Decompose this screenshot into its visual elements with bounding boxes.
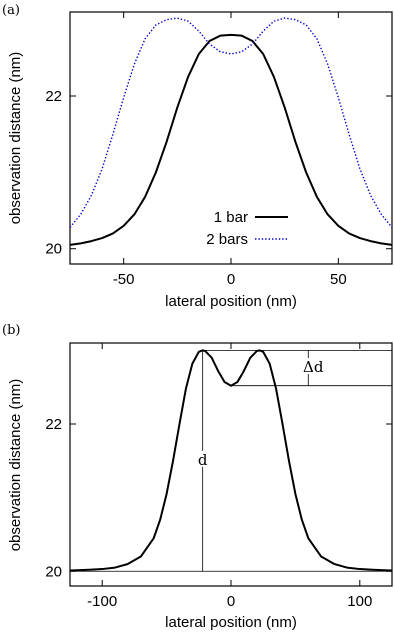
panel-b-frame bbox=[69, 342, 393, 587]
span-label-bg bbox=[301, 358, 326, 375]
panel-a-xlabel: lateral position (nm) bbox=[165, 293, 297, 310]
panel-b-label: (b) bbox=[2, 323, 20, 338]
xtick-label: 50 bbox=[330, 271, 347, 288]
panel-b-annotations: d Δd bbox=[70, 349, 392, 572]
panel-a-ylabel: observation distance (nm) bbox=[7, 52, 24, 225]
xtick-label: 0 bbox=[227, 271, 235, 288]
span-label-delta-d: Δd bbox=[303, 358, 324, 376]
panel-b-xlabel: lateral position (nm) bbox=[165, 614, 297, 631]
panel-b-xticks: -100 0 100 bbox=[87, 343, 372, 610]
panel-a-label: (a) bbox=[2, 3, 20, 18]
panel-a-frame bbox=[69, 11, 393, 265]
span-label-bg bbox=[195, 450, 208, 467]
xtick-label: 100 bbox=[347, 593, 372, 610]
ytick-label: 22 bbox=[45, 88, 62, 105]
panel-a-series bbox=[69, 17, 393, 246]
xtick-label: -100 bbox=[87, 593, 117, 610]
legend-label-2-bars: 2 bars bbox=[206, 231, 248, 248]
xtick-label: -50 bbox=[113, 271, 135, 288]
ytick-label: 20 bbox=[45, 563, 62, 580]
ytick-label: 22 bbox=[45, 416, 62, 433]
panel-b-ylabel: observation distance (nm) bbox=[7, 379, 24, 552]
legend-label-1-bar: 1 bar bbox=[214, 209, 248, 226]
span-label-d: d bbox=[198, 451, 208, 469]
panel-a-legend: 1 bar 2 bars bbox=[206, 209, 288, 248]
series-line-panel-b bbox=[69, 349, 393, 572]
xtick-label: 0 bbox=[227, 593, 235, 610]
panel-a-xticks: -50 0 50 bbox=[113, 12, 347, 288]
panel-b-series bbox=[69, 349, 393, 572]
ytick-label: 20 bbox=[45, 241, 62, 258]
series-line-2-bars bbox=[69, 17, 393, 228]
series-line-1-bar bbox=[69, 33, 393, 246]
